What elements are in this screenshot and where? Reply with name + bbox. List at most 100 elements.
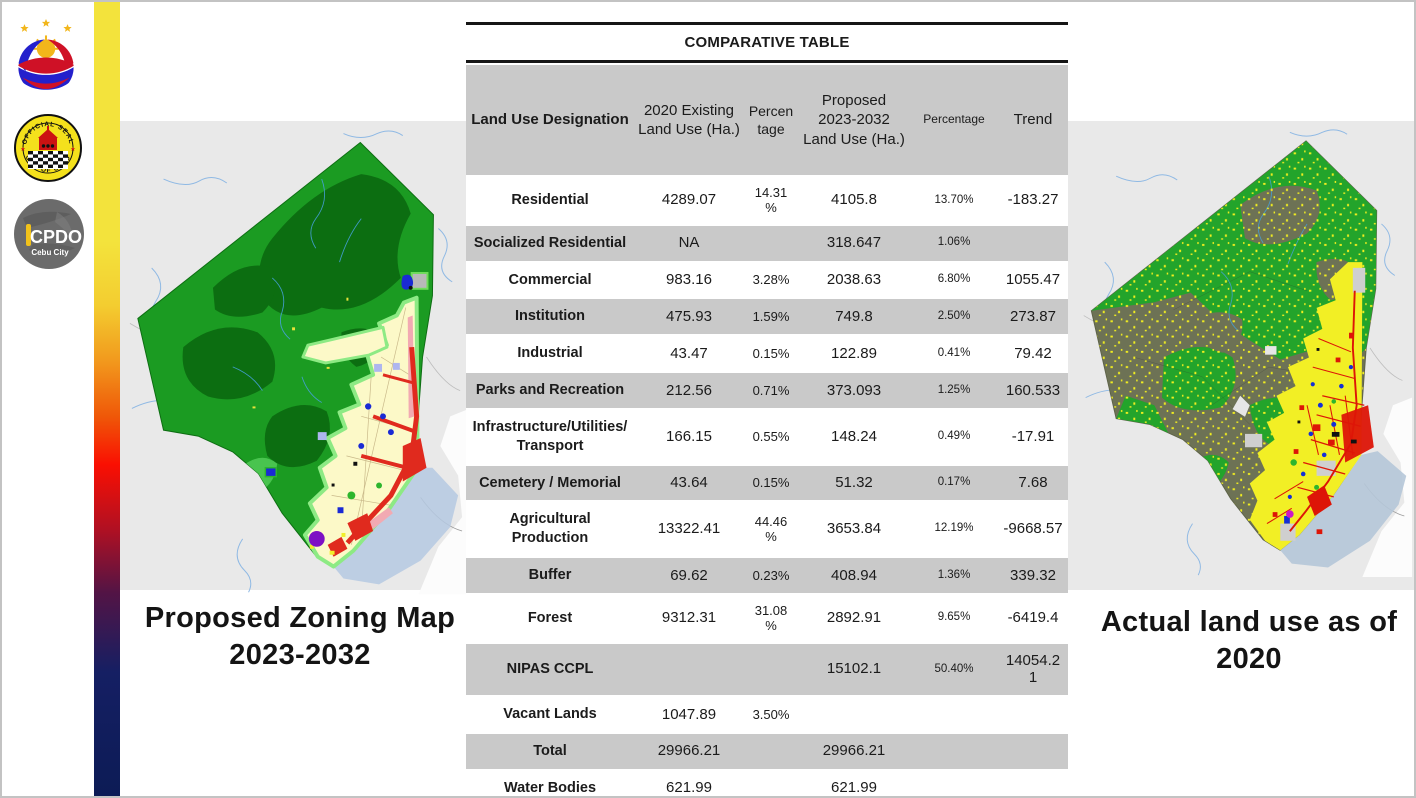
seal-fort <box>38 126 58 150</box>
cell-existing: 621.99 <box>666 779 712 797</box>
table-row: Water Bodies 621.99 621.99 <box>466 770 1068 797</box>
cell-pct-proposed <box>910 697 998 732</box>
cell-pct-existing: 31.08 % <box>754 602 788 634</box>
cell-name: Socialized Residential <box>473 234 627 251</box>
commercial-corridors <box>327 346 427 557</box>
coastal-water <box>333 467 459 585</box>
cpdo-logo-icon: CPDO Cebu City <box>14 199 84 269</box>
cell-pct-existing: 44.46 % <box>754 513 788 545</box>
cell-pct-existing: 0.23% <box>752 567 790 583</box>
cell-trend: 14054.21 <box>1005 651 1061 687</box>
cell-name: Parks and Recreation <box>475 382 625 399</box>
cell-proposed: 318.647 <box>826 234 882 252</box>
cell-name: Cemetery / Memorial <box>479 474 621 491</box>
cell-name: Institution <box>514 308 586 325</box>
cell-proposed: 408.94 <box>831 566 877 584</box>
cell-existing: 4289.07 <box>661 191 717 209</box>
cell-trend: -183.27 <box>1007 191 1059 209</box>
cell-proposed: 621.99 <box>831 779 877 797</box>
cell-proposed: 29966.21 <box>822 742 886 760</box>
cell-proposed: 4105.8 <box>831 191 877 209</box>
table-row: Buffer 69.62 0.23% 408.94 1.36% 339.32 <box>466 558 1068 593</box>
cell-pct-proposed: 0.41% <box>937 346 971 359</box>
table-row: Infrastructure/Utilities/Transport 166.15… <box>466 409 1068 464</box>
cell-name: Vacant Lands <box>503 705 597 722</box>
cell-pct-proposed: 1.06% <box>937 236 971 249</box>
cell-trend: -6419.4 <box>1007 609 1059 627</box>
cell-pct-existing <box>744 771 798 796</box>
cell-pct-existing: 3.50% <box>752 706 790 722</box>
table-row: Vacant Lands 1047.89 3.50% <box>466 696 1068 732</box>
cell-pct-proposed: 2.50% <box>937 309 971 322</box>
cell-trend: 1055.47 <box>1005 271 1061 289</box>
coastal-water <box>1280 451 1407 568</box>
cell-proposed: 3653.84 <box>826 520 882 538</box>
cell-pct-proposed: 12.19% <box>934 522 974 535</box>
cell-pct-existing: 0.15% <box>752 475 790 491</box>
built-up-zones <box>1245 262 1374 551</box>
table-row: Forest 9312.31 31.08 % 2892.91 9.65% -6419.4 <box>466 594 1068 642</box>
cell-pct-proposed: 9.65% <box>937 611 971 624</box>
table-title: COMPARATIVE TABLE <box>466 25 1068 63</box>
cell-pct-existing: 1.59% <box>752 309 790 325</box>
cell-trend: 339.32 <box>1010 566 1056 584</box>
logo-strip: OFFICIAL SEAL CITY OF CEBU ★★ <box>2 2 94 796</box>
urban-zones <box>264 271 429 569</box>
cell-trend: -17.91 <box>1011 427 1055 445</box>
cell-trend: 160.533 <box>1005 381 1061 399</box>
cell-pct-existing <box>744 734 798 769</box>
cell-trend <box>998 734 1068 769</box>
cell-name: Buffer <box>528 567 572 584</box>
land-use-table: Land Use Designation 2020 Existing Land … <box>466 63 1068 797</box>
cell-existing: 212.56 <box>666 381 712 399</box>
cell-existing: NA <box>678 234 700 252</box>
col-header-existing-2020: 2020 Existing Land Use (Ha.) <box>638 101 740 139</box>
table-row: Socialized Residential NA 318.647 1.06% <box>466 225 1068 261</box>
col-header-land-use: Land Use Designation <box>471 111 629 129</box>
table-row: Agricultural Production 13322.41 44.46 % 36… <box>466 502 1068 557</box>
cebu-city-seal-icon: OFFICIAL SEAL CITY OF CEBU ★★ <box>14 114 82 182</box>
svg-text:★: ★ <box>20 146 25 153</box>
col-header-trend: Trend <box>1013 111 1053 129</box>
institutional-dots <box>1284 364 1354 524</box>
table-row: Institution 475.93 1.59% 749.8 2.50% 273.87 <box>466 299 1068 335</box>
cell-name: Industrial <box>517 345 583 362</box>
cell-proposed: 2038.63 <box>826 271 882 289</box>
cell-name: Total <box>533 742 567 759</box>
cell-proposed: 373.093 <box>826 381 882 399</box>
cell-trend: 7.68 <box>1018 474 1048 492</box>
cell-name: NIPAS CCPL <box>506 660 594 677</box>
seal-checker <box>28 151 68 169</box>
seal-stars: ★ ★ <box>20 146 75 153</box>
col-header-proposed: Proposed 2023-2032 Land Use (Ha.) <box>803 91 905 148</box>
proposed-zoning-map <box>129 130 470 595</box>
cell-proposed: 148.24 <box>831 427 877 445</box>
institutional-spots <box>264 274 414 514</box>
cell-pct-existing: 0.15% <box>752 345 790 361</box>
table-row: Total 29966.21 29966.21 <box>466 733 1068 769</box>
cell-name: Agricultural Production <box>509 511 591 547</box>
cell-pct-existing: 0.55% <box>752 429 790 445</box>
cell-pct-proposed <box>910 771 998 796</box>
cell-name: Infrastructure/Utilities/Transport <box>472 418 628 454</box>
cell-proposed: 2892.91 <box>826 609 882 627</box>
cell-proposed: 122.89 <box>831 344 877 362</box>
rainbow-gradient-bar <box>94 2 120 796</box>
cell-proposed: 15102.1 <box>826 660 882 678</box>
table-header-row: Land Use Designation 2020 Existing Land … <box>466 65 1068 175</box>
cell-existing: 475.93 <box>666 307 712 325</box>
table-row: NIPAS CCPL 15102.1 50.40% 14054.21 <box>466 643 1068 695</box>
cell-pct-proposed: 0.17% <box>937 476 971 489</box>
cell-existing: 29966.21 <box>657 742 721 760</box>
cell-existing: 9312.31 <box>661 609 717 627</box>
sun-icon <box>33 35 59 58</box>
cpdo-acronym: CPDO <box>30 227 82 247</box>
cell-trend: 273.87 <box>1010 307 1056 325</box>
cell-pct-existing <box>744 226 798 261</box>
col-header-pct-existing: Percentage <box>748 102 794 137</box>
cell-existing: 166.15 <box>666 427 712 445</box>
table-row: Parks and Recreation 212.56 0.71% 373.093 1.… <box>466 373 1068 408</box>
cell-proposed: 749.8 <box>835 307 873 325</box>
cell-trend: 79.42 <box>1014 344 1052 362</box>
